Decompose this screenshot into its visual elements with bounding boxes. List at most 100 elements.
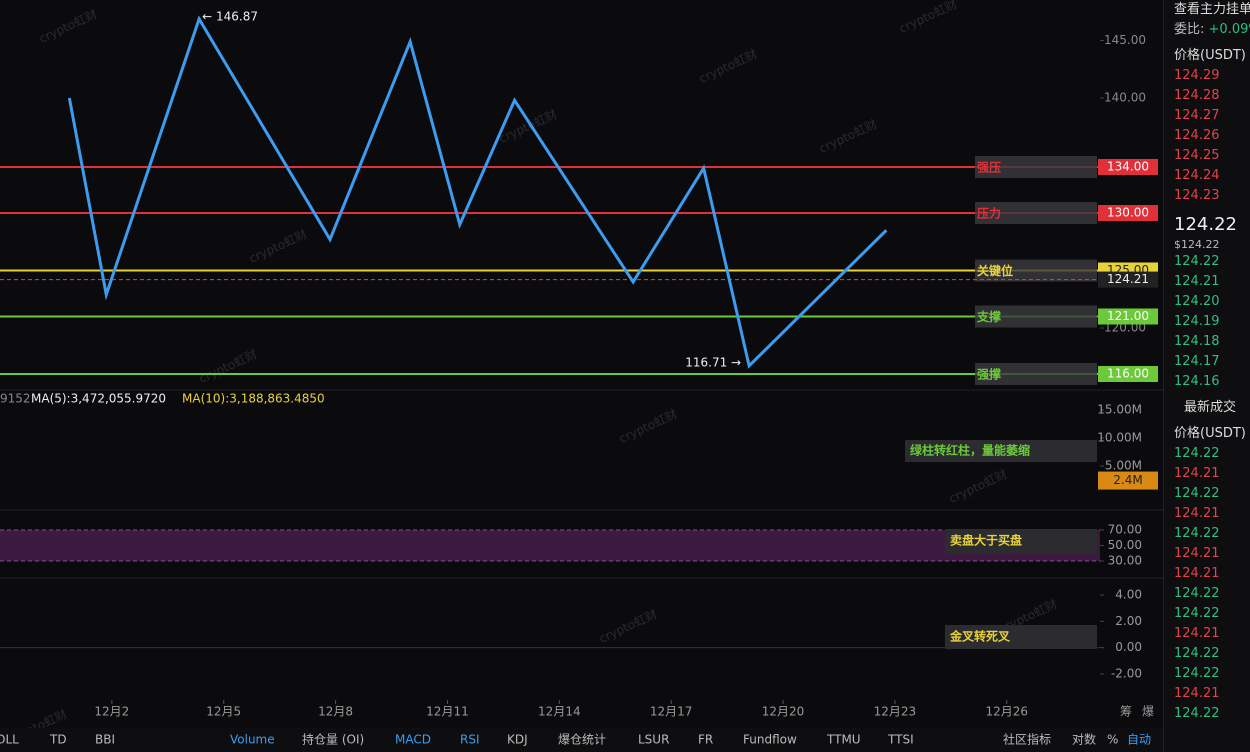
level-name: 压力 — [977, 206, 1001, 221]
trades: 124.22 124.21 124.22 124.21 124.22 124.21 124.… — [1164, 444, 1250, 724]
y-tick-label: -2.00 — [1111, 667, 1142, 681]
price-row: 124.21 — [1174, 274, 1220, 289]
toolbar-item[interactable]: Volume — [230, 733, 275, 747]
level-label: 134.00 — [1107, 160, 1149, 174]
x-tick-label: 12月26 — [986, 705, 1029, 719]
ratio-label: 委比: — [1174, 22, 1205, 37]
toolbar-item[interactable]: FR — [698, 733, 713, 747]
prefix: 9152 — [0, 392, 31, 406]
level-name: 强压 — [977, 161, 1001, 175]
note-bg — [945, 529, 1097, 553]
price-row: 124.22 — [1174, 586, 1220, 601]
toolbar-item[interactable]: RSI — [460, 733, 480, 747]
level-name: 关键位 — [977, 263, 1013, 278]
toolbar-item[interactable]: OLL — [0, 733, 19, 747]
toolbar-item[interactable]: KDJ — [507, 733, 528, 747]
toolbar-item[interactable]: % — [1107, 733, 1118, 747]
chart: crypto虹财crypto虹财crypto虹财crypto虹财crypto虹财… — [0, 0, 1163, 752]
low-label: 116.71 → — [685, 355, 741, 369]
level-label-bg — [1098, 205, 1158, 221]
toolbar-item[interactable]: Fundflow — [743, 733, 797, 747]
x-tick-label: 12月14 — [538, 705, 581, 719]
zigzag-line — [67, 15, 888, 369]
order-book: 查看主力挂单 委比: +0.09% 价格(USDT) 124.29 124.28 1… — [1163, 0, 1250, 752]
x-tick-label: 12月17 — [650, 705, 693, 719]
toolbar-bg — [0, 728, 1163, 752]
price-row: 124.21 — [1174, 566, 1220, 581]
macd-note: 金叉转死叉 — [949, 629, 1011, 644]
x-tick-label: 12月5 — [206, 705, 241, 719]
last-price: 124.22 — [1174, 214, 1237, 235]
toolbar-item[interactable]: MACD — [395, 733, 431, 747]
toolbar-item[interactable]: 对数 — [1072, 732, 1096, 747]
price-row: 124.28 — [1174, 88, 1220, 103]
price-row: 124.20 — [1174, 294, 1220, 309]
level-tag-bg — [975, 363, 1097, 385]
toolbar-item[interactable]: 持仓量 (OI) — [302, 732, 364, 747]
price-row: 124.21 — [1174, 546, 1220, 561]
ma5: MA(5):3,472,055.9720 — [31, 392, 166, 406]
level-tag-bg — [975, 156, 1097, 178]
bids: 124.22 124.21 124.20 124.19 124.18 124.17 124.… — [1164, 252, 1250, 392]
x-tick-label: 12月11 — [426, 705, 469, 719]
current-volume-bg — [1098, 471, 1158, 490]
level-tag-bg — [975, 202, 1097, 224]
level-label: 130.00 — [1107, 206, 1149, 220]
toolbar-item[interactable]: BBI — [95, 733, 115, 747]
volume-note: 绿柱转红柱，量能萎缩 — [910, 443, 1030, 458]
price-row: 124.26 — [1174, 128, 1220, 143]
price-row: 124.24 — [1174, 168, 1220, 183]
level-label-bg — [1098, 159, 1158, 175]
price-row: 124.22 — [1174, 646, 1220, 661]
level-name: 强撑 — [977, 367, 1001, 382]
trades-title[interactable]: 最新成交 — [1184, 400, 1237, 415]
y-tick-label: 5.00M — [1105, 459, 1142, 473]
trades-header: 价格(USDT) — [1174, 426, 1246, 441]
price-header: 价格(USDT) — [1174, 48, 1246, 63]
rsi-note: 卖盘大于买盘 — [950, 533, 1022, 548]
price-row: 124.21 — [1174, 686, 1220, 701]
y-tick-label: 2.00 — [1115, 614, 1142, 628]
y-tick-label: 70.00 — [1108, 523, 1142, 537]
title[interactable]: 查看主力挂单 — [1174, 2, 1250, 17]
price-row: 124.27 — [1174, 108, 1220, 123]
corner: 爆 — [1142, 705, 1154, 719]
y-tick-label: 10.00M — [1097, 431, 1142, 445]
toolbar-item[interactable]: TD — [49, 733, 67, 747]
toolbar-item[interactable]: LSUR — [638, 733, 669, 747]
price-row: 124.29 — [1174, 68, 1220, 83]
price-row: 124.22 — [1174, 486, 1220, 501]
price-row: 124.22 — [1174, 254, 1220, 269]
level-tag-bg — [975, 259, 1097, 282]
price-row: 124.21 — [1174, 506, 1220, 521]
y-tick-label: 140.00 — [1104, 91, 1146, 105]
last-usd: $124.22 — [1174, 238, 1220, 251]
high-label: ← 146.87 — [202, 9, 258, 23]
ma10: MA(10):3,188,863.4850 — [182, 392, 325, 406]
level-label-bg — [1098, 366, 1158, 382]
y-tick-label: 145.00 — [1104, 33, 1146, 47]
note-bg — [905, 440, 1097, 462]
x-tick-label: 12月23 — [874, 705, 917, 719]
toolbar-item[interactable]: TTSI — [887, 733, 914, 747]
y-tick-label: 0.00 — [1115, 640, 1142, 654]
ratio: 委比: +0.09% — [1164, 20, 1250, 40]
y-tick-label: 4.00 — [1115, 588, 1142, 602]
toolbar-item[interactable]: 社区指标 — [1003, 732, 1051, 747]
price-row: 124.21 — [1174, 626, 1220, 641]
level-label: 116.00 — [1107, 367, 1149, 381]
toolbar-item[interactable]: TTMU — [826, 733, 861, 747]
last-price-bg — [1098, 271, 1158, 288]
ratio-value: +0.09% — [1208, 22, 1250, 37]
last-price-label: 124.21 — [1107, 272, 1149, 286]
price-row: 124.19 — [1174, 314, 1220, 329]
price-row: 124.18 — [1174, 334, 1220, 349]
y-tick-label: 50.00 — [1108, 538, 1142, 552]
corner: 筹 — [1120, 705, 1132, 719]
toolbar-item[interactable]: 自动 — [1127, 733, 1151, 747]
x-tick-label: 12月2 — [94, 705, 129, 719]
toolbar-item[interactable]: 爆仓统计 — [558, 733, 606, 747]
level-label: 121.00 — [1107, 309, 1149, 323]
price-row: 124.21 — [1174, 466, 1220, 481]
